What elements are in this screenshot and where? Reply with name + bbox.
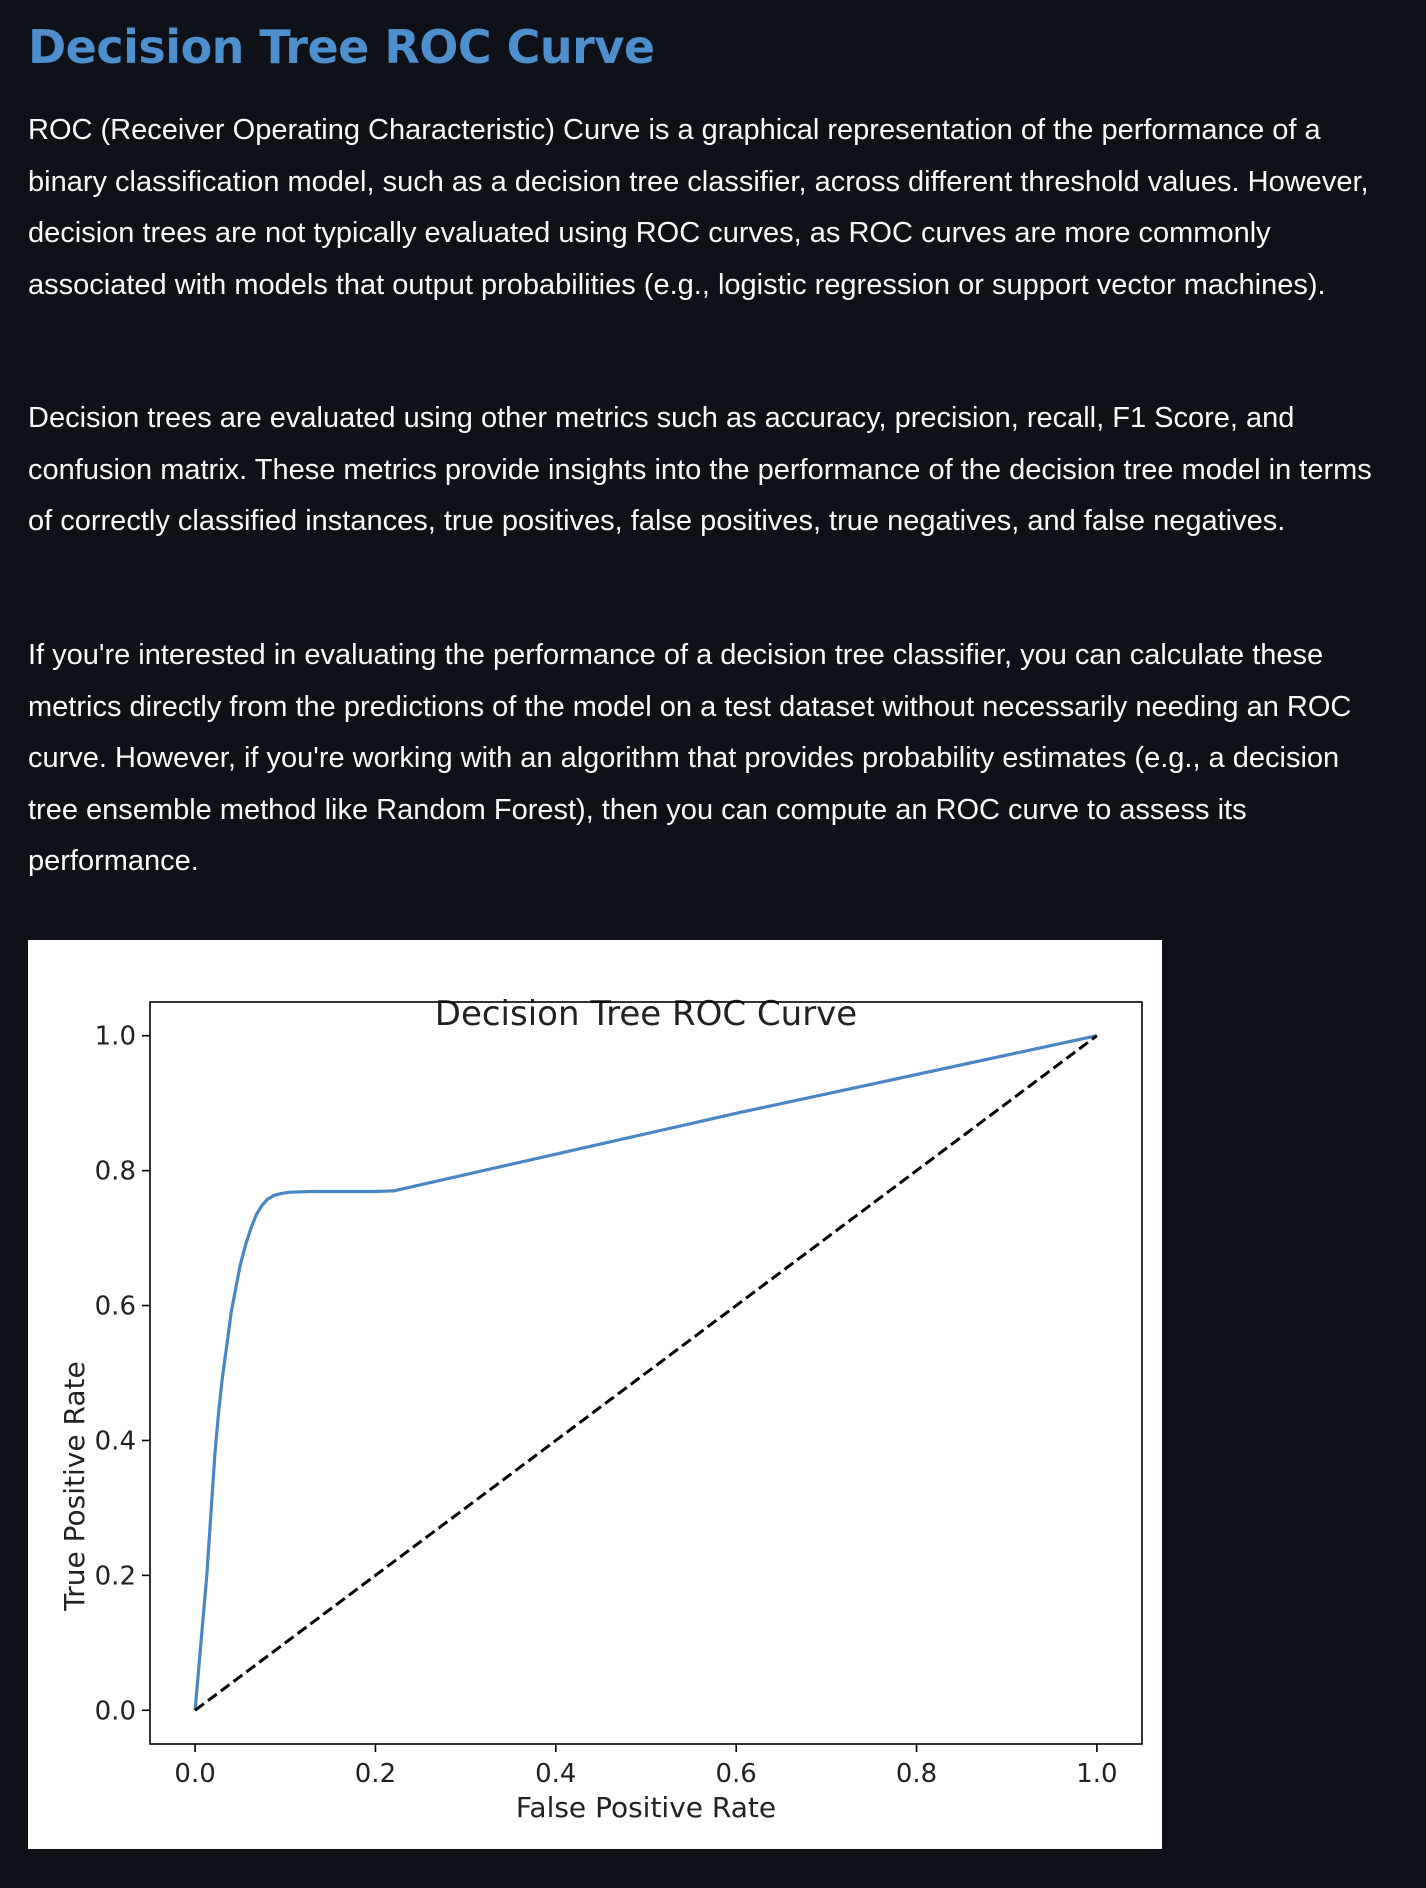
y-axis-label: True Positive Rate (58, 1361, 91, 1611)
x-tick-label: 0.2 (355, 1759, 396, 1789)
y-tick-label: 0.6 (95, 1292, 136, 1322)
intro-paragraph: ROC (Receiver Operating Characteristic) … (28, 114, 1369, 301)
x-tick-label: 0.8 (896, 1759, 937, 1789)
x-tick-label: 0.4 (535, 1759, 576, 1789)
y-tick-label: 0.2 (95, 1561, 136, 1591)
y-tick-label: 0.4 (95, 1426, 136, 1456)
page-title: Decision Tree ROC Curve (28, 20, 655, 74)
y-tick-label: 0.8 (95, 1157, 136, 1187)
diagonal-reference-line (194, 1034, 1098, 1712)
plot-frame (149, 1001, 1143, 1745)
x-axis-label: False Positive Rate (516, 1791, 776, 1824)
x-tick-label: 1.0 (1076, 1759, 1117, 1789)
y-tick-label: 0.0 (95, 1696, 136, 1726)
roc-curve-line (193, 1034, 1098, 1711)
metrics-paragraph: Decision trees are evaluated using other… (28, 402, 1372, 537)
x-tick-label: 0.6 (716, 1759, 757, 1789)
roc-chart-figure: Decision Tree ROC Curve False Positive R… (28, 940, 1162, 1849)
x-tick-label: 0.0 (174, 1759, 215, 1789)
chart-title: Decision Tree ROC Curve (435, 994, 857, 1034)
roc-chart: Decision Tree ROC Curve False Positive R… (58, 994, 1143, 1824)
y-tick-label: 1.0 (95, 1022, 136, 1052)
evaluation-paragraph: If you're interested in evaluating the p… (28, 639, 1352, 877)
